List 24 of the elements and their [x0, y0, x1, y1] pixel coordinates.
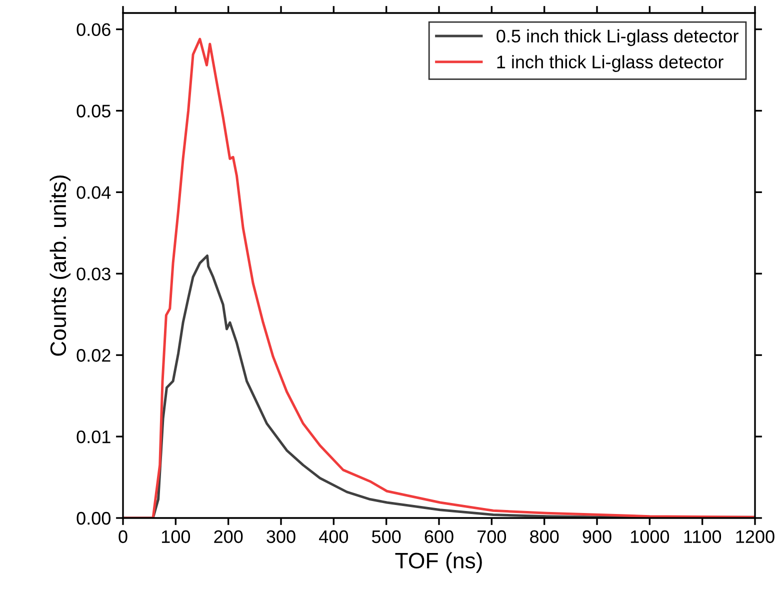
- y-tick-label: 0.00: [76, 512, 110, 525]
- x-tick-label: 800: [530, 530, 559, 544]
- y-tick-label: 0.03: [76, 268, 110, 280]
- x-tick-label: 1000: [630, 530, 670, 544]
- x-tick-label: 1200: [736, 530, 774, 544]
- x-tick-label: 200: [214, 530, 243, 544]
- x-tick-label: 300: [266, 530, 296, 544]
- x-tick-label: 400: [319, 530, 348, 544]
- x-tick-label: 700: [478, 530, 506, 544]
- x-tick-label: 500: [372, 530, 401, 544]
- x-axis-title: TOF (ns): [395, 552, 482, 573]
- y-tick-label: 0.02: [76, 349, 110, 362]
- x-tick-label: 1100: [684, 530, 722, 544]
- legend-label: 0.5 inch thick Li-glass detector: [496, 29, 738, 46]
- y-tick-label: 0.06: [76, 23, 110, 36]
- y-tick-label: 0.05: [76, 104, 110, 118]
- x-tick-label: 600: [424, 530, 454, 544]
- legend-label: 1 inch thick Li-glass detector: [497, 55, 724, 72]
- y-tick-label: 0.04: [76, 186, 111, 199]
- x-tick-label: 100: [162, 530, 190, 544]
- x-tick-label: 0: [118, 530, 128, 544]
- x-tick-label: 900: [582, 530, 612, 544]
- y-tick-label: 0.01: [76, 430, 110, 444]
- y-axis-title: Counts (arb. units): [50, 175, 70, 356]
